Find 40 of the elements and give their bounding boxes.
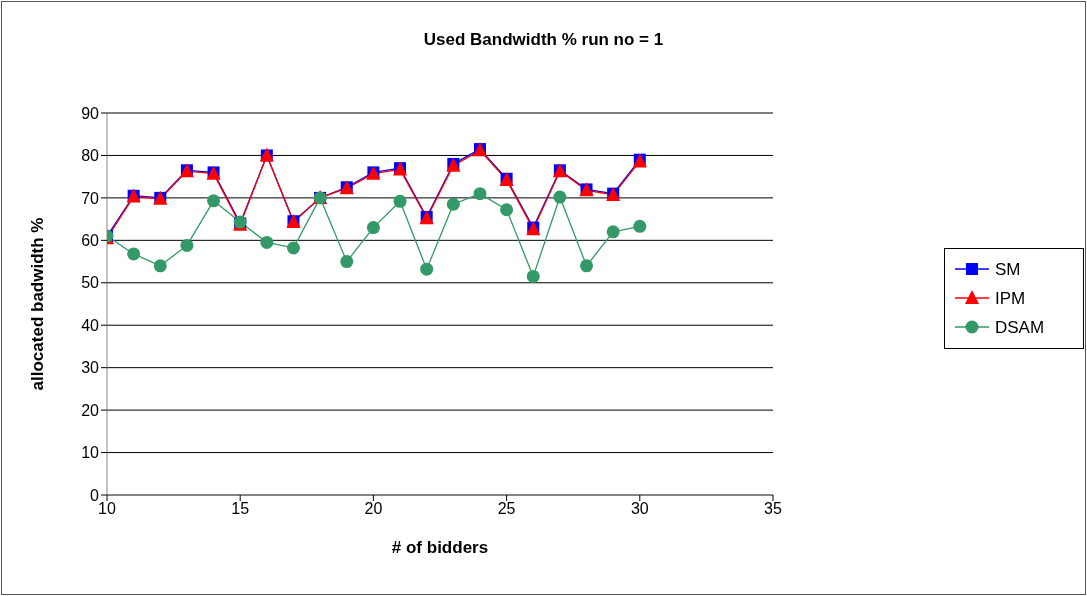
point	[393, 194, 407, 208]
point	[286, 241, 300, 255]
x-tick-label: 15	[231, 500, 250, 518]
y-tick-label: 80	[81, 147, 100, 165]
y-tick-label: 40	[81, 316, 100, 334]
point	[420, 262, 434, 276]
point	[580, 259, 594, 273]
point	[606, 225, 620, 239]
x-tick-label: 20	[364, 500, 383, 518]
y-tick-label: 90	[81, 104, 100, 122]
point	[127, 247, 141, 261]
point	[207, 194, 221, 208]
point	[366, 221, 380, 235]
point	[446, 197, 460, 211]
x-tick-label: 25	[497, 500, 516, 518]
y-tick-label: 60	[81, 232, 100, 250]
y-tick-label: 10	[81, 444, 100, 462]
y-tick-label: 30	[81, 359, 100, 377]
chart-title: Used Bandwidth % run no = 1	[422, 30, 665, 50]
point	[633, 219, 647, 233]
legend-label: IPM	[995, 287, 1026, 310]
point	[260, 235, 274, 249]
point	[500, 203, 514, 217]
y-tick-label: 0	[90, 486, 100, 504]
point	[526, 269, 540, 283]
x-tick-label: 10	[98, 500, 116, 518]
x-tick-label: 30	[630, 500, 649, 518]
legend-label: SM	[995, 258, 1021, 281]
point	[473, 187, 487, 201]
point	[153, 259, 167, 273]
y-tick-label: 50	[81, 274, 100, 292]
point	[553, 190, 567, 204]
y-tick-label: 70	[81, 189, 100, 207]
y-tick-label: 20	[81, 401, 100, 419]
point	[180, 238, 194, 252]
legend-label: DSAM	[995, 316, 1045, 339]
x-axis-title: # of bidders	[391, 538, 489, 557]
x-tick-label: 35	[764, 500, 782, 518]
point	[340, 255, 354, 269]
y-axis-title: allocated badwidth %	[28, 217, 48, 391]
